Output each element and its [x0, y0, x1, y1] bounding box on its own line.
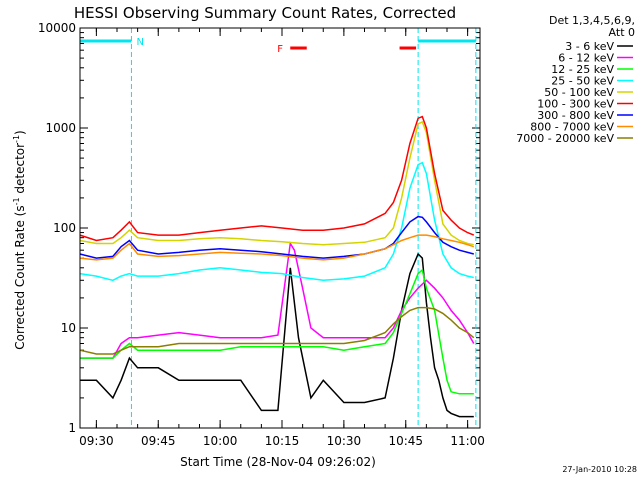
x-tick-label: 10:30	[327, 434, 362, 448]
night-label: N	[136, 37, 143, 48]
plot-area: NF	[79, 27, 480, 429]
flare-label: F	[277, 44, 283, 55]
series-line-12-25-kev	[79, 268, 474, 395]
series-line-6-12-kev	[79, 241, 475, 359]
x-tick-label: 09:45	[141, 434, 176, 448]
x-tick-label: 10:45	[388, 434, 423, 448]
plot-frame	[79, 27, 481, 429]
legend-entry-label: 300 - 800 keV	[537, 109, 614, 122]
legend-entry-label: 800 - 7000 keV	[530, 121, 614, 134]
chart-title: HESSI Observing Summary Count Rates, Cor…	[74, 4, 456, 22]
x-tick-label: 10:15	[265, 434, 300, 448]
y-tick-label: 1000	[45, 121, 76, 135]
series-line-300-800-kev	[79, 215, 474, 259]
x-tick-label: 11:00	[450, 434, 485, 448]
legend-entry-label: 50 - 100 keV	[544, 86, 614, 99]
legend-entry-label: 100 - 300 keV	[537, 98, 614, 111]
series-line-7000-20000-kev	[79, 306, 475, 355]
series-line-3-6-kev	[79, 252, 474, 418]
legend-entry-label: 3 - 6 keV	[565, 40, 614, 53]
y-tick-label: 10	[61, 321, 76, 335]
legend-header-detectors: Det 1,3,4,5,6,9,	[549, 14, 635, 27]
legend-entry-label: 7000 - 20000 keV	[516, 132, 614, 145]
y-tick-label: 10000	[38, 21, 76, 35]
x-tick-label: 09:30	[79, 434, 114, 448]
legend-entry-label: 25 - 50 keV	[551, 75, 614, 88]
legend-entry-label: 12 - 25 keV	[551, 63, 614, 76]
series-line-100-300-kev	[79, 115, 475, 242]
series-line-800-7000-kev	[79, 234, 475, 261]
y-tick-label: 1	[68, 421, 76, 435]
legend-entry-label: 6 - 12 keV	[558, 52, 614, 65]
x-axis-label: Start Time (28-Nov-04 09:26:02)	[180, 455, 376, 469]
y-tick-label: 100	[53, 221, 76, 235]
legend-header-attenuator: Att 0	[609, 26, 635, 39]
y-axis-label: Corrected Count Rate (s-1 detector-1)	[12, 130, 27, 349]
series-line-50-100-kev	[79, 120, 474, 246]
footer-date: 27-Jan-2010 10:28	[562, 465, 637, 474]
x-tick-label: 10:00	[203, 434, 238, 448]
series-line-25-50-kev	[79, 161, 474, 282]
